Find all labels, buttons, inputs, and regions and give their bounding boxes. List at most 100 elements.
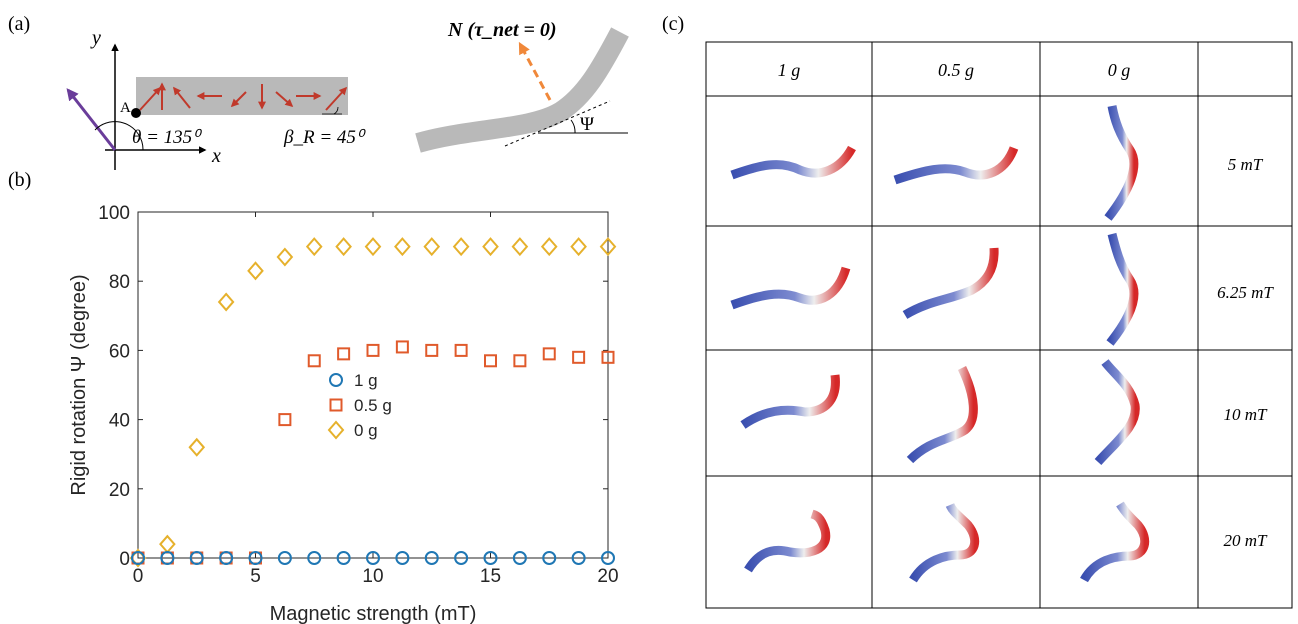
point-diamond — [305, 237, 323, 257]
rod-1g-5mT — [730, 145, 856, 180]
x-tick-label: 5 — [250, 566, 261, 587]
point-circle — [219, 551, 234, 565]
panel-a: (a) y x A θ = 135⁰ β_R = 45⁰ — [8, 13, 629, 170]
point-circle — [512, 551, 527, 565]
legend-marker — [327, 420, 345, 440]
a-bent-beam — [415, 27, 629, 153]
a-magnetization-arrows — [139, 82, 348, 111]
point-diamond — [188, 437, 206, 457]
panel-c: (c) 1 g 0.5 g 0 g 5 mT 6.25 mT 10 mT 20 … — [662, 13, 1293, 609]
panel-c-label: (c) — [662, 13, 684, 35]
point-circle — [277, 551, 292, 565]
point-diamond — [452, 237, 470, 257]
x-tick-label: 20 — [597, 566, 618, 587]
y-axis-label: Rigid rotation Ψ (degree) — [68, 274, 90, 495]
point-diamond — [335, 237, 352, 257]
a-normal-label: N (τ_net = 0) — [447, 19, 557, 41]
legend: 1 g 0.5 g 0 g — [327, 371, 392, 440]
rod-0g-10mT — [1094, 359, 1140, 466]
point-circle — [601, 551, 615, 565]
point-circle — [189, 551, 204, 565]
rod-05g-20mT — [909, 503, 980, 583]
point-diamond — [599, 237, 617, 257]
rod-05g-625mT — [902, 247, 999, 319]
x-tick-label: 15 — [480, 566, 501, 587]
point-square — [337, 347, 351, 361]
y-ticks: 0 20 40 60 80 100 — [98, 203, 608, 570]
c-row-10mT: 10 mT — [1224, 405, 1269, 424]
a-point-A — [131, 108, 141, 118]
point-diamond — [394, 237, 411, 257]
c-col-1g: 1 g — [778, 60, 801, 80]
y-tick-label: 20 — [109, 480, 130, 501]
legend-label: 1 g — [354, 371, 378, 390]
c-row-20mT: 20 mT — [1224, 531, 1269, 550]
y-tick-label: 80 — [109, 272, 130, 293]
a-theta-label: θ = 135⁰ — [132, 127, 202, 148]
a-beta-label: β_R = 45⁰ — [283, 127, 366, 148]
x-tick-label: 10 — [362, 566, 383, 587]
c-row-5mT: 5 mT — [1228, 155, 1264, 174]
a-psi-label: Ψ — [580, 114, 594, 135]
panel-b: (b) 0 20 40 60 80 100 0 5 10 15 20 Magnetic stren… — [8, 169, 619, 624]
point-circle — [483, 551, 498, 565]
point-diamond — [511, 237, 529, 257]
a-x-label: x — [211, 145, 221, 167]
point-square — [425, 343, 439, 357]
point-circle — [366, 551, 380, 565]
x-tick-label: 0 — [133, 566, 144, 587]
a-point-label: A — [120, 100, 131, 116]
x-ticks: 0 5 10 15 20 — [133, 212, 619, 587]
y-tick-label: 100 — [98, 203, 130, 224]
legend-marker — [329, 398, 343, 412]
rod-0g-5mT — [1104, 105, 1139, 221]
point-circle — [395, 551, 410, 565]
point-circle — [131, 551, 145, 565]
y-tick-label: 40 — [109, 411, 130, 432]
point-diamond — [364, 237, 382, 257]
plot-area — [137, 211, 609, 559]
data-points — [129, 237, 617, 568]
a-y-label: y — [90, 27, 101, 49]
point-square — [542, 347, 556, 361]
point-circle — [307, 551, 322, 565]
panel-a-label: (a) — [8, 13, 30, 35]
a-beta-arc — [333, 106, 339, 115]
point-circle — [542, 551, 557, 565]
a-field-arrow — [66, 88, 117, 151]
rod-05g-5mT — [893, 146, 1019, 185]
c-col-0g: 0 g — [1108, 60, 1131, 80]
point-square — [366, 343, 380, 357]
y-tick-label: 0 — [119, 549, 130, 570]
rod-1g-20mT — [744, 509, 831, 573]
point-circle — [424, 551, 439, 565]
point-square — [307, 354, 321, 368]
a-tangent — [504, 100, 611, 147]
point-square — [484, 354, 497, 368]
rod-1g-625mT — [730, 266, 851, 310]
c-col-05g: 0.5 g — [938, 60, 974, 80]
point-square — [601, 350, 615, 364]
point-diamond — [482, 237, 499, 257]
point-square — [454, 343, 468, 357]
legend-label: 0.5 g — [354, 396, 392, 415]
point-diamond — [247, 261, 264, 281]
point-diamond — [276, 247, 294, 267]
point-circle — [336, 551, 351, 565]
legend-marker — [329, 373, 343, 387]
point-square — [278, 413, 292, 427]
a-theta-arc — [94, 121, 144, 151]
point-square — [572, 350, 586, 364]
y-tick-label: 60 — [109, 341, 130, 362]
point-diamond — [423, 237, 441, 257]
point-circle — [571, 551, 586, 565]
point-diamond — [540, 237, 558, 257]
point-square — [513, 354, 527, 368]
a-psi-arc — [570, 119, 576, 134]
point-circle — [454, 551, 469, 565]
rod-05g-10mT — [906, 366, 978, 464]
panel-b-label: (b) — [8, 169, 31, 191]
rod-0g-625mT — [1106, 232, 1139, 346]
c-row-625mT: 6.25 mT — [1217, 283, 1274, 302]
